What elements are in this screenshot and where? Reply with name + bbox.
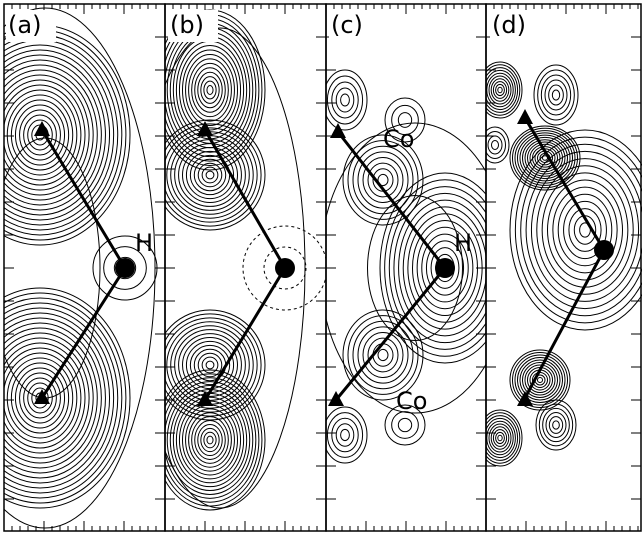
contour xyxy=(496,432,505,443)
figure: (a) (b) (c) (d) H H Co Co xyxy=(0,0,642,535)
contour xyxy=(543,408,570,441)
contour xyxy=(175,140,246,211)
contour xyxy=(538,70,575,120)
co-atom xyxy=(517,109,533,124)
contour xyxy=(167,322,253,408)
panel-contours xyxy=(478,62,642,466)
contour xyxy=(489,424,511,452)
contour xyxy=(553,187,617,273)
contour xyxy=(482,416,517,461)
contour xyxy=(341,94,350,106)
contour xyxy=(204,81,216,99)
contour xyxy=(363,333,403,378)
contour xyxy=(207,86,213,95)
contour xyxy=(515,131,575,186)
contour xyxy=(183,50,238,130)
panel-label: (b) xyxy=(170,11,204,39)
contour xyxy=(481,127,509,163)
contour xyxy=(496,84,505,95)
h-atom xyxy=(275,258,295,278)
contour xyxy=(323,70,367,130)
contour xyxy=(341,429,350,440)
contour xyxy=(204,432,216,448)
contour xyxy=(553,421,560,429)
atom-label: Co xyxy=(396,387,427,415)
contour xyxy=(179,334,242,397)
contour xyxy=(498,87,502,93)
contour xyxy=(163,128,257,222)
contour xyxy=(183,405,238,475)
contour xyxy=(198,424,222,455)
contour xyxy=(538,378,543,383)
contour xyxy=(163,318,257,412)
contour xyxy=(192,417,229,464)
contour xyxy=(327,76,362,124)
contour xyxy=(327,413,362,458)
h-atom xyxy=(115,258,135,278)
atom-label: H xyxy=(135,229,153,257)
contour xyxy=(186,54,235,125)
contour xyxy=(548,180,623,280)
contour xyxy=(541,75,570,115)
contour xyxy=(378,349,388,360)
contour xyxy=(198,72,222,108)
contour xyxy=(363,158,403,203)
contour xyxy=(207,436,213,444)
contour xyxy=(195,421,226,460)
contour xyxy=(492,141,499,150)
contour xyxy=(482,68,517,113)
contour xyxy=(206,171,214,179)
contour xyxy=(323,407,367,463)
h-atom xyxy=(594,240,614,260)
contour xyxy=(353,321,413,389)
contour xyxy=(549,85,564,105)
contour xyxy=(336,424,354,446)
co-atom xyxy=(197,121,213,136)
contour xyxy=(206,361,214,369)
contour xyxy=(398,418,411,431)
contour xyxy=(552,90,559,100)
panel-label: (a) xyxy=(8,11,41,39)
contour xyxy=(392,412,419,439)
h-atom xyxy=(435,258,455,278)
atom-label: Co xyxy=(383,125,414,153)
contour xyxy=(373,344,393,367)
contour xyxy=(488,136,502,154)
atom-label: H xyxy=(454,229,472,257)
contour xyxy=(358,152,408,208)
panel-label: (d) xyxy=(492,11,526,39)
contour xyxy=(173,37,246,144)
contour xyxy=(190,345,229,384)
contour xyxy=(173,393,246,486)
contour xyxy=(192,63,229,116)
panel-label: (c) xyxy=(331,11,363,39)
contour xyxy=(549,417,562,434)
contour xyxy=(195,68,226,112)
contour xyxy=(542,173,628,287)
contour xyxy=(176,397,243,483)
contour xyxy=(534,65,578,125)
contour xyxy=(358,327,408,383)
contour xyxy=(498,435,502,441)
contour xyxy=(539,404,572,446)
contour xyxy=(510,350,570,410)
contour xyxy=(489,76,511,104)
contour xyxy=(167,132,253,218)
contour xyxy=(194,159,225,190)
panel-contours xyxy=(135,10,327,510)
contour xyxy=(336,88,354,112)
contour xyxy=(186,151,233,198)
contour xyxy=(518,133,573,183)
contour xyxy=(186,409,235,471)
